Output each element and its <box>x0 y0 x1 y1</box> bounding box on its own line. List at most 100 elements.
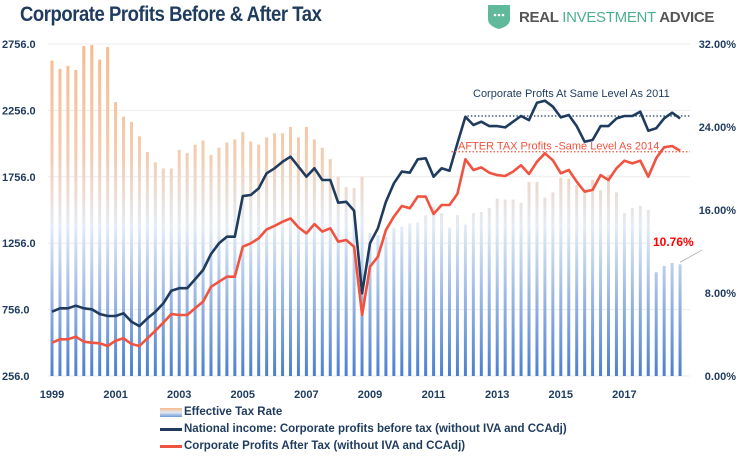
tax-rate-bar <box>344 187 348 376</box>
tax-rate-bar <box>622 213 626 376</box>
left-tick-label: 2756.0 <box>2 39 36 51</box>
tax-rate-bar <box>66 65 70 376</box>
tax-rate-bar <box>106 47 110 377</box>
tax-rate-bar <box>217 147 221 376</box>
tax-rate-bar <box>630 207 634 376</box>
tax-rate-bar <box>233 139 237 376</box>
tax-rate-bar <box>527 181 531 376</box>
left-tick-label: 756.0 <box>2 305 30 317</box>
tax-rate-bar <box>122 116 126 376</box>
shield-logo-icon <box>488 5 510 29</box>
right-tick-label: 16.00% <box>699 205 737 217</box>
tax-rate-bar <box>360 176 364 376</box>
tax-rate-bar <box>392 227 396 376</box>
tax-rate-bar <box>265 137 269 376</box>
logo-text: REAL INVESTMENT ADVICE <box>519 8 715 26</box>
tax-rate-bar <box>416 222 420 376</box>
tax-rate-bar <box>249 141 253 376</box>
x-tick-label: 2003 <box>167 389 191 401</box>
annotation-leader-line <box>679 249 703 263</box>
x-tick-label: 2001 <box>103 389 127 401</box>
tax-rate-bar <box>177 149 181 376</box>
tax-rate-bar <box>90 45 94 376</box>
tax-rate-bar <box>58 68 62 377</box>
tax-rate-bar <box>82 46 86 376</box>
tax-rate-bar <box>376 234 380 376</box>
tax-rate-bar <box>662 266 666 376</box>
left-tick-label: 256.0 <box>2 371 30 383</box>
tax-rate-bar <box>209 155 213 376</box>
tax-rate-bar <box>614 192 618 376</box>
tax-rate-bar <box>296 137 300 376</box>
tax-rate-bar <box>384 236 388 376</box>
legend-item-before-tax: National income: Corporate profits befor… <box>160 421 567 438</box>
tax-rate-bar <box>161 168 165 376</box>
tax-rate-bar <box>424 215 428 376</box>
x-tick-label: 1999 <box>40 389 64 401</box>
tax-rate-bar <box>599 190 603 376</box>
tax-rate-bar <box>559 177 563 376</box>
left-tick-label: 1756.0 <box>2 172 36 184</box>
right-tick-label: 0.00% <box>705 371 736 383</box>
tax-rate-bar <box>455 215 459 376</box>
x-tick-label: 2013 <box>485 389 509 401</box>
tax-rate-bar <box>646 210 650 376</box>
left-tick-label: 2256.0 <box>2 105 36 117</box>
tax-rate-bar <box>130 121 133 376</box>
annotation-after-tax: AFTER TAX Profits -Same Level As 2014 <box>458 141 659 153</box>
legend-item-tax-rate: Effective Tax Rate <box>160 404 567 421</box>
tax-rate-bar <box>638 205 642 376</box>
tax-rate-bar <box>440 213 444 376</box>
tax-rate-bar <box>273 133 277 376</box>
annotation-latest-tax-rate: 10.76% <box>653 235 694 249</box>
tax-rate-bar <box>74 69 78 376</box>
tax-rate-bar <box>193 144 197 376</box>
tax-rate-bar <box>487 207 491 376</box>
tax-rate-bar <box>463 224 467 376</box>
tax-rate-bar <box>145 151 149 376</box>
tax-rate-bar <box>50 60 54 376</box>
tax-rate-bar <box>607 174 610 376</box>
tax-rate-bar <box>575 185 579 376</box>
tax-rate-bar <box>185 152 189 376</box>
right-tick-label: 8.00% <box>705 288 736 300</box>
tax-rate-bar <box>471 213 475 376</box>
tax-rate-bar <box>519 202 523 376</box>
tax-rate-bar <box>591 179 595 376</box>
tax-rate-bar <box>153 162 157 376</box>
tax-rate-bar <box>408 223 412 376</box>
tax-rate-bar <box>281 133 285 376</box>
tax-rate-bar <box>551 192 555 376</box>
tax-rate-bar <box>312 139 316 376</box>
tax-rate-bar <box>678 264 682 376</box>
left-tick-label: 1256.0 <box>2 238 36 250</box>
x-tick-label: 2005 <box>231 389 255 401</box>
tax-rate-bar <box>448 227 451 376</box>
right-tick-label: 24.00% <box>699 122 737 134</box>
tax-rate-bar <box>368 232 372 376</box>
x-tick-label: 2007 <box>294 389 318 401</box>
tax-rate-bar <box>114 102 118 376</box>
tax-rate-bar <box>304 127 308 376</box>
legend-item-after-tax: Corporate Profits After Tax (without IVA… <box>160 438 567 455</box>
tax-rate-bar <box>257 144 261 376</box>
legend: Effective Tax Rate National income: Corp… <box>160 404 567 455</box>
tax-rate-bar <box>670 262 674 376</box>
tax-rate-bar <box>535 181 539 376</box>
tax-rate-bar <box>336 176 340 376</box>
tax-rate-bar <box>352 188 356 376</box>
right-tick-label: 32.00% <box>699 39 737 51</box>
tax-rate-bar <box>289 127 292 376</box>
tax-rate-bar <box>479 212 483 376</box>
tax-rate-bar <box>511 199 515 376</box>
chart-title: Corporate Profits Before & After Tax <box>20 3 322 26</box>
x-tick-label: 2015 <box>549 389 573 401</box>
tax-rate-bar <box>241 132 245 376</box>
tax-rate-bar <box>98 59 102 376</box>
after-tax-line <box>51 144 681 348</box>
tax-rate-bar <box>137 136 141 376</box>
tax-rate-bar <box>225 142 229 376</box>
before-tax-line <box>51 99 681 328</box>
x-tick-label: 2009 <box>358 389 382 401</box>
